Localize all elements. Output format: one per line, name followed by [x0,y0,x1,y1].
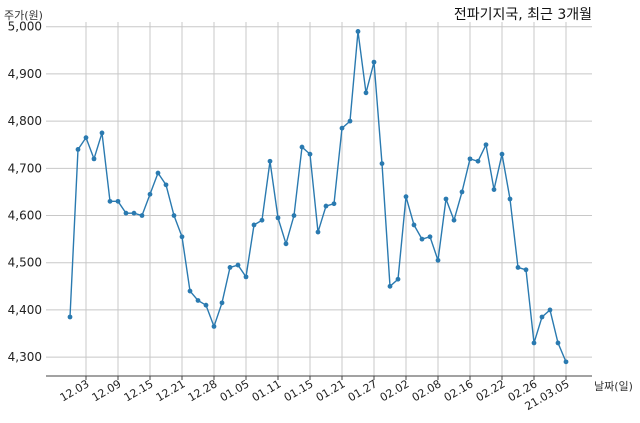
data-point [459,189,465,195]
y-tick-label: 4,400 [8,303,42,317]
data-point [507,196,513,202]
data-point [483,142,489,148]
x-tick-label: 01.05 [218,377,252,404]
grid-layer [46,22,592,376]
labels-layer: 전파기지국, 최근 3개월 주가(원) 날짜(일) 4,300 4,400 4,50… [4,7,633,413]
axis-layer [46,375,592,380]
y-tick-label: 4,500 [8,256,42,270]
data-point [259,217,265,223]
data-point [347,118,353,124]
data-point [211,324,217,329]
y-tick-label: 4,300 [8,350,42,364]
data-point [243,274,249,280]
data-point [291,213,297,218]
data-point [267,158,273,164]
data-point [515,265,521,270]
x-tick-label: 02.16 [442,377,476,404]
data-point [155,170,161,176]
data-point [307,151,313,157]
data-point [195,298,201,303]
data-point [499,151,505,157]
data-point [467,156,473,162]
data-point [91,156,97,162]
data-point [99,130,105,136]
data-point [331,201,337,207]
data-point [395,276,401,282]
data-point [219,300,225,306]
data-point [403,194,409,200]
series-layer [69,31,567,363]
data-point [139,213,145,218]
data-point [147,191,153,197]
x-tick-label: 01.15 [282,377,316,404]
data-point [83,135,89,141]
data-point [179,234,185,240]
x-tick-label: 12.09 [90,377,124,404]
x-tick-label: 12.03 [58,377,92,404]
x-tick-label: 12.28 [186,377,220,404]
data-point [451,217,457,223]
y-tick-label: 4,700 [8,161,42,175]
data-point [323,203,329,209]
data-point [419,236,425,242]
data-point [75,147,81,152]
data-point [411,222,417,228]
data-point [475,158,481,164]
data-point [547,307,553,313]
data-point [555,340,561,346]
data-point [427,234,433,240]
data-point [275,215,281,221]
y-tick-label: 4,800 [8,114,42,128]
data-point [563,359,569,365]
data-point [171,213,177,218]
data-point [379,161,385,167]
data-point [187,288,193,294]
x-tick-label: 12.21 [154,377,188,404]
x-tick-label: 02.22 [474,377,508,404]
data-point [339,125,345,131]
data-point [539,314,545,320]
y-tick-label: 4,900 [8,67,42,81]
price-series-line [69,31,567,363]
x-tick-label: 12.15 [122,377,156,404]
data-point [363,90,369,96]
data-point [491,187,497,192]
x-tick-label: 01.21 [314,377,348,404]
data-point [163,182,169,188]
y-tick-label: 4,600 [8,209,42,223]
chart-title: 전파기지국, 최근 3개월 [454,7,592,23]
data-point [203,302,209,308]
data-point [123,210,129,216]
data-point [315,229,321,235]
data-point [523,267,529,273]
data-point [435,257,441,263]
x-axis-label: 날짜(일) [594,379,633,393]
data-point [283,241,289,247]
x-tick-label: 02.08 [410,377,444,404]
y-axis-label: 주가(원) [4,9,43,22]
points-layer [67,29,569,365]
y-tick-label: 5,000 [8,20,42,34]
data-point [387,283,393,289]
data-point [443,196,449,202]
data-point [299,144,305,150]
data-point [251,222,257,228]
data-point [371,59,377,65]
data-point [67,314,73,320]
x-tick-label: 02.02 [378,377,412,404]
data-point [355,29,361,34]
data-point [531,340,537,346]
data-point [107,198,113,204]
data-point [131,210,137,216]
x-tick-label: 01.27 [346,377,380,404]
x-tick-label: 01.11 [250,377,284,404]
data-point [115,198,121,204]
data-point [235,262,241,268]
data-point [227,265,233,270]
